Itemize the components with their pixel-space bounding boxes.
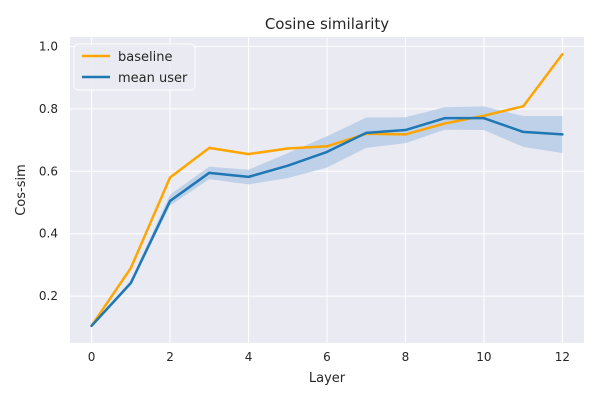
x-axis-label: Layer [309,371,346,386]
legend-label: baseline [118,50,172,65]
x-tick-label: 4 [245,350,253,364]
y-tick-labels: 0.2 0.4 0.6 0.8 1.0 [39,39,58,303]
series-line [90,52,564,328]
x-tick-label: 6 [323,350,331,364]
series-line [90,116,564,328]
chart-title: Cosine similarity [265,15,389,33]
y-tick-label: 0.6 [39,164,58,178]
y-tick-label: 0.4 [39,227,58,241]
y-axis-label: Cos-sim [14,164,29,216]
x-tick-label: 10 [476,350,491,364]
x-tick-label: 2 [166,350,174,364]
y-tick-label: 0.8 [39,102,58,116]
x-tick-label: 12 [555,350,570,364]
series-lines [90,52,564,328]
x-tick-label: 0 [88,350,96,364]
legend: baseline mean user [73,43,196,91]
y-tick-label: 1.0 [39,39,58,53]
y-tick-label: 0.2 [39,289,58,303]
legend-label: mean user [118,71,188,86]
x-tick-label: 8 [402,350,410,364]
x-tick-labels: 0 2 4 6 8 10 12 [88,350,570,364]
